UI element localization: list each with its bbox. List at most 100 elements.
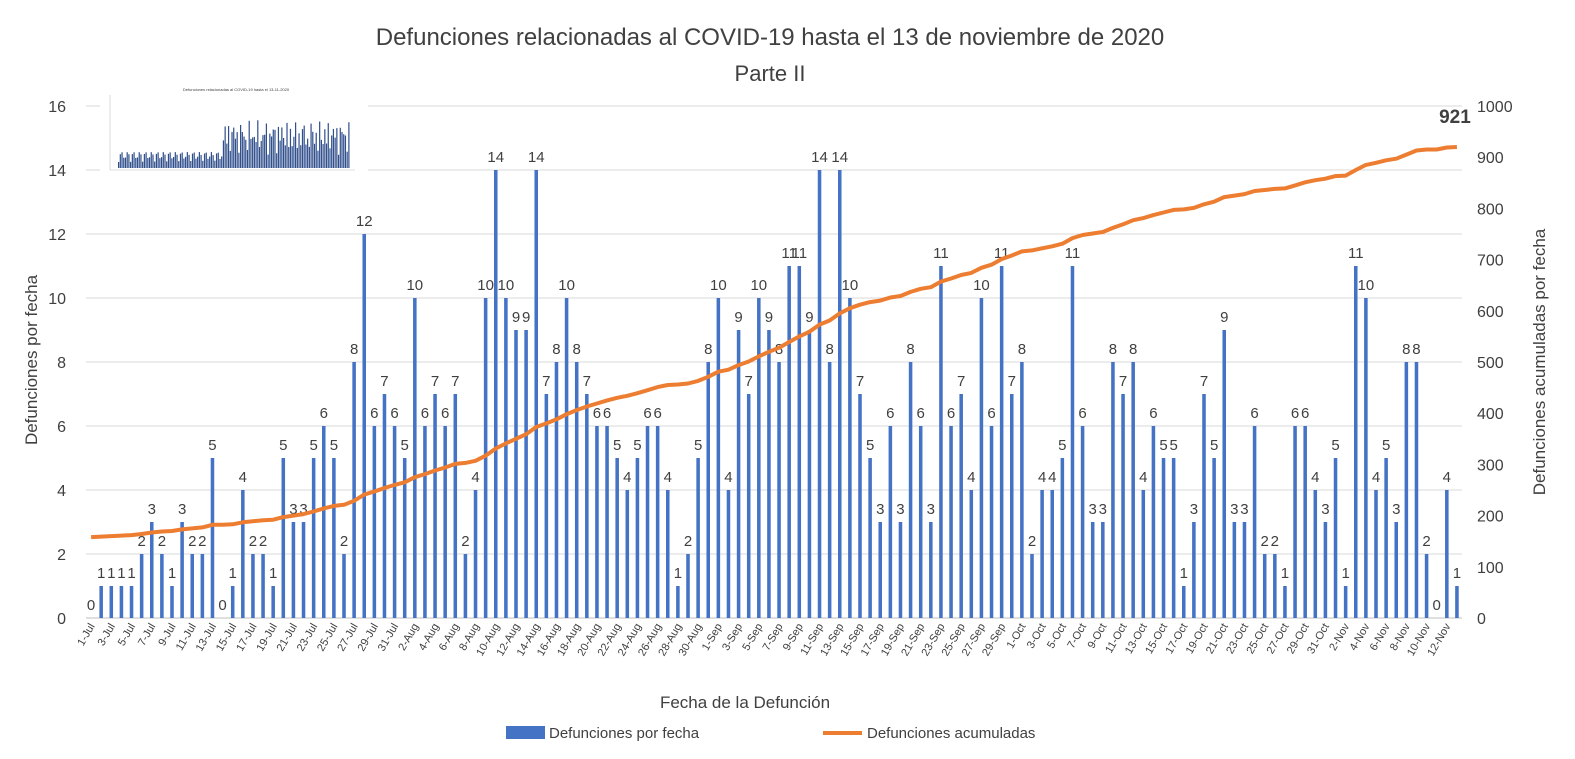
bar-value-label: 6: [390, 405, 398, 422]
inset-bar: [341, 132, 343, 168]
bar-value-label: 14: [811, 149, 828, 166]
inset-bar: [202, 160, 204, 168]
bar: [1222, 330, 1227, 618]
bar-value-label: 5: [1331, 437, 1339, 454]
inset-bar: [140, 154, 142, 168]
bar: [929, 522, 933, 618]
bar: [999, 266, 1004, 618]
inset-bar: [207, 158, 209, 168]
bar: [332, 458, 336, 618]
bar-value-label: 10: [498, 277, 515, 294]
bar: [352, 362, 356, 618]
bar-value-label: 10: [973, 277, 990, 294]
y-tick-label: 10: [48, 291, 66, 308]
bar-value-label: 8: [1109, 341, 1117, 358]
y-axis-title: Defunciones por fecha: [22, 274, 41, 445]
inset-bar: [286, 122, 288, 168]
bar-value-label: 1: [117, 565, 125, 582]
x-tick-label: 5-Oct: [1045, 622, 1069, 651]
bar: [1323, 522, 1328, 618]
bar-value-label: 3: [896, 501, 904, 518]
bar: [241, 490, 245, 618]
bar: [321, 426, 326, 618]
inset-bar: [295, 122, 297, 168]
bar-value-label: 3: [299, 501, 307, 518]
bar-value-label: 2: [137, 533, 145, 550]
bar-value-label: 8: [1412, 341, 1420, 358]
inset-bar: [188, 154, 190, 168]
bar: [595, 426, 599, 618]
bar-value-label: 2: [259, 533, 267, 550]
inset-bar: [176, 154, 178, 168]
bar: [1343, 586, 1348, 618]
inset-bar: [221, 156, 223, 168]
bar-value-label: 14: [831, 149, 848, 166]
inset-bar: [315, 132, 317, 168]
bar-value-label: 6: [1250, 405, 1258, 422]
inset-bar: [145, 152, 147, 168]
bar-value-label: 4: [623, 469, 631, 486]
bar-value-label: 5: [613, 437, 621, 454]
bar-value-label: 3: [1240, 501, 1248, 518]
inset-bar: [312, 131, 314, 168]
y-tick-label: 0: [57, 611, 66, 628]
bar: [1313, 490, 1318, 618]
bar-value-label: 7: [745, 373, 753, 390]
bar-value-label: 6: [320, 405, 328, 422]
chart-subtitle: Parte II: [735, 61, 806, 86]
inset-bar: [336, 128, 338, 168]
inset-bar: [164, 154, 166, 168]
bar: [1050, 490, 1055, 618]
inset-bar: [255, 141, 257, 168]
bar-value-label: 5: [1210, 437, 1218, 454]
bar-value-label: 8: [825, 341, 833, 358]
bar: [1080, 426, 1085, 618]
inset-bar: [313, 143, 316, 168]
inset-bar: [148, 157, 151, 168]
bar-value-label: 6: [1291, 405, 1299, 422]
bar: [210, 458, 215, 618]
inset-bar: [257, 120, 259, 168]
bar-value-label: 10: [842, 277, 859, 294]
legend-line-label: Defunciones acumuladas: [867, 725, 1035, 742]
bar: [969, 490, 974, 618]
bar-value-label: 5: [1058, 437, 1066, 454]
bar: [402, 458, 407, 618]
bar-value-label: 4: [471, 469, 479, 486]
bar: [1364, 298, 1368, 618]
bar: [1283, 586, 1287, 618]
bar: [473, 490, 478, 618]
bar-value-label: 5: [208, 437, 216, 454]
bar-value-label: 5: [279, 437, 287, 454]
bar-value-label: 6: [947, 405, 955, 422]
bar-value-label: 9: [1220, 309, 1228, 326]
bar-value-label: 5: [1159, 437, 1167, 454]
inset-bar: [157, 152, 159, 168]
bar-value-label: 2: [198, 533, 206, 550]
bar-value-label: 7: [431, 373, 439, 390]
bar-value-label: 4: [1443, 469, 1451, 486]
inset-bar: [289, 128, 292, 168]
bar: [1414, 362, 1419, 618]
bar-value-label: 4: [967, 469, 975, 486]
bar-value-label: 1: [127, 565, 135, 582]
bar: [463, 554, 468, 618]
bar-value-label: 4: [1372, 469, 1380, 486]
inset-bar: [147, 158, 149, 168]
bar: [544, 394, 549, 618]
bar-value-label: 14: [487, 149, 504, 166]
x-tick-label: 5-Jul: [116, 622, 138, 649]
bar-value-label: 7: [1119, 373, 1127, 390]
inset-bar: [222, 140, 225, 168]
bar-value-label: 3: [1089, 501, 1097, 518]
cumulative-line: [91, 145, 1457, 540]
legend: Defunciones por fecha Defunciones acumul…: [506, 725, 1035, 742]
bar-value-label: 10: [477, 277, 494, 294]
bar: [686, 554, 690, 618]
inset-bar: [253, 136, 255, 168]
bar-value-label: 1: [107, 565, 115, 582]
bar: [1273, 554, 1277, 618]
bar: [1384, 458, 1388, 618]
bar: [1232, 522, 1237, 618]
inset-bar: [320, 139, 322, 168]
